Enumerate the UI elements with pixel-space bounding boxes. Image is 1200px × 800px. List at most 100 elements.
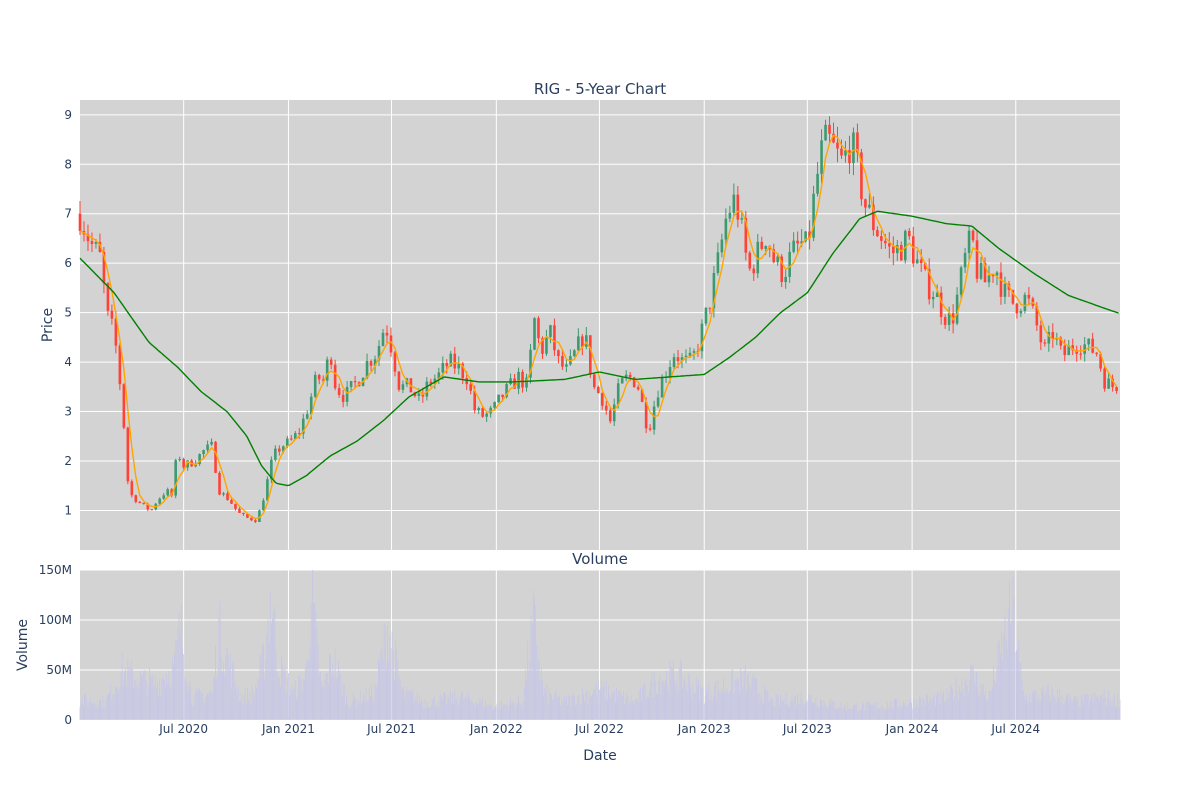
volume-bar [332, 663, 334, 720]
candle-body [333, 364, 337, 389]
volume-bar [670, 666, 672, 720]
volume-bar [89, 697, 91, 720]
volume-bar [86, 699, 88, 720]
volume-bar [827, 707, 829, 720]
volume-bar [814, 703, 816, 720]
volume-bar [609, 694, 611, 720]
candle-body [202, 450, 205, 455]
candle-body [903, 230, 907, 261]
candle-body [660, 377, 664, 398]
candle-body [513, 378, 516, 389]
volume-bar [605, 680, 607, 720]
candle-body [278, 448, 281, 452]
volume-bar [88, 702, 90, 720]
volume-bar [301, 692, 303, 720]
volume-bar [614, 702, 616, 720]
volume-bar [630, 696, 632, 720]
candle-body [345, 386, 349, 402]
candle-body [959, 267, 963, 295]
candle-body [792, 240, 795, 252]
candle-body [429, 381, 433, 384]
volume-bar [892, 708, 894, 720]
volume-bar [694, 693, 696, 720]
volume-bar [285, 693, 287, 720]
candle-body [1059, 337, 1063, 346]
volume-bar [1095, 698, 1097, 720]
price-tick-label: 4 [64, 355, 72, 369]
volume-bar [1067, 693, 1069, 720]
volume-bar [1084, 693, 1086, 720]
candle-body [401, 384, 405, 390]
candle-body [258, 510, 261, 522]
volume-bar [660, 694, 662, 720]
volume-bar [757, 693, 759, 720]
volume-bar [112, 694, 114, 720]
volume-bar [707, 692, 709, 720]
candle-body [636, 387, 640, 390]
volume-bar [952, 689, 953, 720]
volume-bar [585, 691, 587, 720]
volume-bar [272, 618, 273, 720]
volume-bar [1083, 704, 1084, 720]
candle-body [545, 336, 548, 354]
volume-bar [450, 702, 452, 720]
candle-body [441, 362, 445, 373]
candle-body [561, 356, 564, 367]
volume-bar [513, 703, 515, 720]
candle-body [317, 374, 321, 380]
volume-bar [543, 695, 545, 720]
volume-bar [752, 673, 754, 720]
volume-bar [424, 698, 426, 720]
volume-bar [370, 696, 371, 720]
volume-bar [470, 700, 472, 720]
candle-body [94, 241, 98, 244]
volume-bar [784, 703, 786, 720]
volume-bar [161, 678, 163, 720]
volume-bar [356, 706, 358, 720]
volume-bar [546, 684, 548, 720]
volume-bar [1044, 694, 1046, 720]
volume-bar [339, 671, 341, 720]
volume-bar [961, 677, 963, 720]
volume-bar [520, 703, 522, 720]
volume-bar [196, 689, 198, 720]
volume-bar [914, 707, 916, 720]
volume-bar [446, 704, 448, 720]
volume-bar [699, 701, 701, 720]
volume-bar [874, 706, 876, 720]
volume-bar [335, 678, 337, 720]
volume-bar [265, 658, 267, 720]
volume-bar [486, 706, 488, 720]
volume-bar [488, 705, 490, 720]
volume-bar [444, 692, 445, 720]
x-tick-label: Jul 2022 [574, 722, 624, 736]
volume-bar [831, 698, 833, 720]
candle-body [1039, 325, 1043, 343]
candle-body [668, 367, 672, 377]
volume-bar [627, 696, 629, 720]
candle-body [888, 243, 891, 247]
volume-bar [652, 697, 654, 720]
volume-bar [398, 676, 400, 720]
volume-bar [1005, 639, 1007, 720]
volume-bar [897, 705, 899, 720]
volume-bar [786, 704, 788, 720]
volume-bar [498, 702, 500, 720]
volume-bar [296, 700, 297, 720]
volume-bar [1033, 693, 1034, 720]
candle-body [493, 402, 496, 408]
volume-bar [922, 697, 924, 720]
volume-bar [226, 647, 228, 720]
candle-body [640, 389, 644, 402]
volume-bar [999, 653, 1001, 720]
candle-body [700, 323, 704, 352]
volume-bar [323, 687, 325, 720]
volume-bar [517, 703, 518, 720]
volume-bar [425, 707, 427, 720]
candle-body [489, 407, 492, 414]
volume-bar [724, 691, 726, 720]
price-lines [79, 134, 1119, 520]
volume-bar [646, 696, 648, 720]
volume-bar [772, 697, 773, 720]
